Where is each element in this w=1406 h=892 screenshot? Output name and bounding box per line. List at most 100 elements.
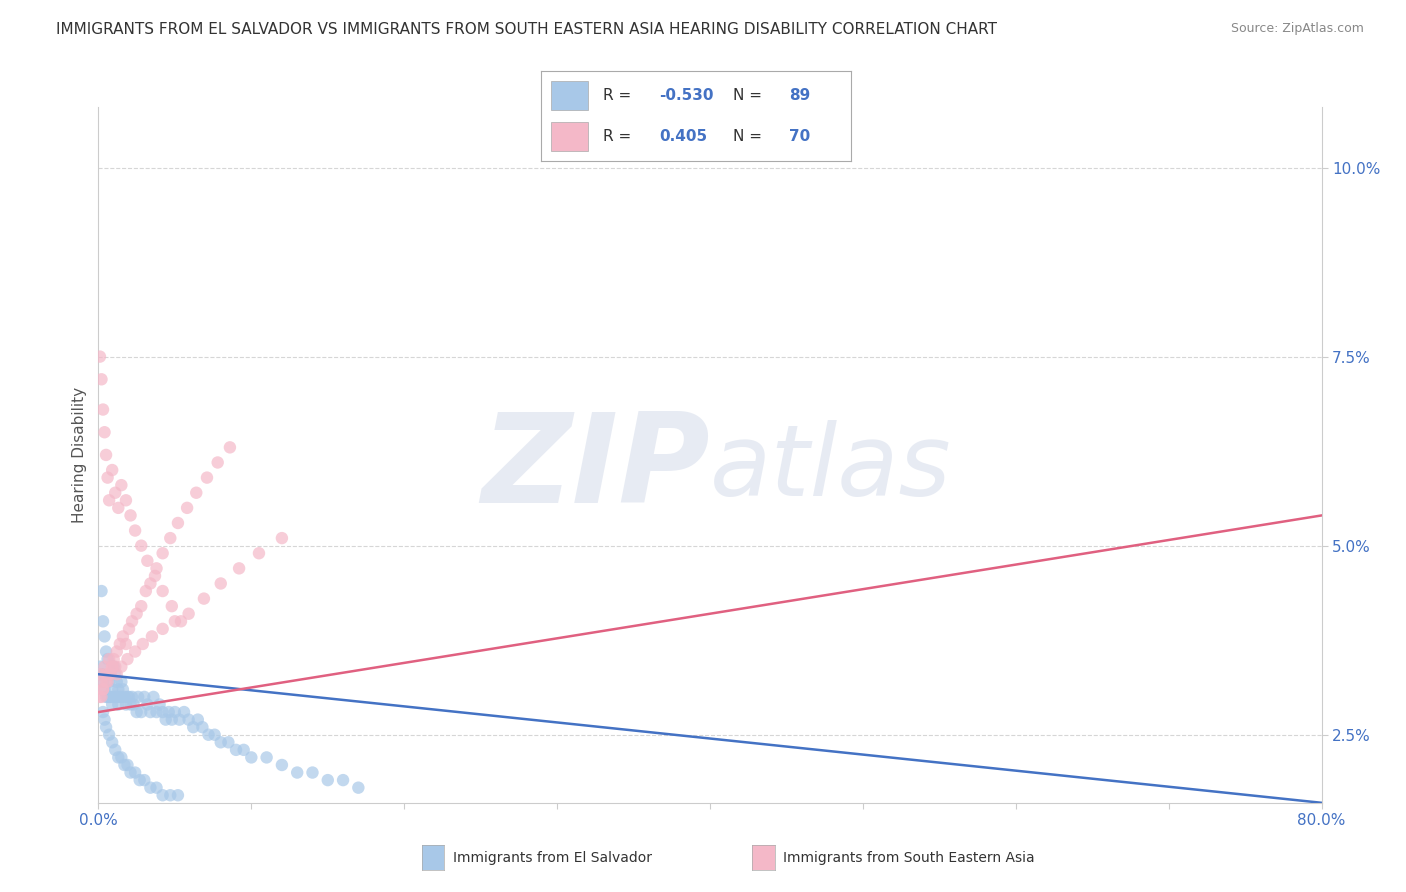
Point bbox=[124, 765, 146, 780]
Point bbox=[115, 698, 138, 712]
Point bbox=[101, 659, 124, 673]
Point bbox=[101, 682, 124, 697]
Point bbox=[135, 584, 157, 599]
Point bbox=[160, 599, 183, 614]
Point bbox=[107, 682, 129, 697]
Point bbox=[110, 690, 132, 704]
Point bbox=[90, 667, 112, 681]
Text: -0.530: -0.530 bbox=[659, 88, 713, 103]
Text: R =: R = bbox=[603, 129, 637, 144]
Point bbox=[270, 531, 292, 545]
Point bbox=[93, 713, 115, 727]
Point bbox=[89, 690, 111, 704]
Point bbox=[167, 789, 190, 803]
Point bbox=[169, 713, 191, 727]
Point bbox=[163, 615, 186, 629]
Point bbox=[129, 705, 152, 719]
Point bbox=[207, 455, 229, 469]
Point bbox=[90, 690, 112, 704]
Point bbox=[89, 350, 111, 364]
Point bbox=[104, 690, 127, 704]
Point bbox=[90, 372, 112, 386]
Point bbox=[98, 728, 121, 742]
Point bbox=[108, 690, 131, 704]
Point bbox=[91, 615, 114, 629]
Point bbox=[110, 750, 132, 764]
Point bbox=[98, 667, 121, 681]
Point bbox=[124, 644, 146, 658]
Point bbox=[159, 531, 181, 545]
Point bbox=[91, 682, 114, 697]
Point bbox=[195, 470, 218, 484]
Point bbox=[176, 500, 198, 515]
Point bbox=[90, 584, 112, 599]
Point bbox=[232, 743, 254, 757]
Point bbox=[149, 698, 172, 712]
Point bbox=[111, 682, 134, 697]
Point bbox=[209, 735, 232, 749]
Point bbox=[104, 485, 127, 500]
Point bbox=[100, 667, 122, 681]
Point bbox=[197, 728, 219, 742]
Point bbox=[332, 773, 354, 788]
Point bbox=[94, 667, 117, 681]
Point bbox=[120, 765, 142, 780]
Text: N =: N = bbox=[733, 88, 766, 103]
Point bbox=[121, 615, 143, 629]
Point bbox=[125, 705, 148, 719]
Point bbox=[98, 674, 121, 689]
Text: N =: N = bbox=[733, 129, 766, 144]
Point bbox=[107, 500, 129, 515]
Point bbox=[167, 516, 190, 530]
FancyBboxPatch shape bbox=[551, 81, 588, 110]
Point bbox=[139, 576, 162, 591]
Point bbox=[129, 599, 152, 614]
Point bbox=[90, 674, 112, 689]
Text: 0.405: 0.405 bbox=[659, 129, 707, 144]
Point bbox=[105, 644, 128, 658]
Text: 70: 70 bbox=[789, 129, 810, 144]
Point bbox=[152, 546, 174, 560]
Point bbox=[134, 690, 156, 704]
Point bbox=[347, 780, 370, 795]
Point bbox=[89, 659, 111, 673]
Point bbox=[132, 637, 155, 651]
Point bbox=[94, 644, 117, 658]
Point bbox=[110, 659, 132, 673]
Point bbox=[91, 402, 114, 417]
Point bbox=[97, 690, 120, 704]
Point bbox=[142, 690, 165, 704]
Point bbox=[107, 750, 129, 764]
Point bbox=[93, 659, 115, 673]
Point bbox=[103, 690, 125, 704]
Point bbox=[118, 690, 141, 704]
Point bbox=[163, 705, 186, 719]
Text: IMMIGRANTS FROM EL SALVADOR VS IMMIGRANTS FROM SOUTH EASTERN ASIA HEARING DISABI: IMMIGRANTS FROM EL SALVADOR VS IMMIGRANT… bbox=[56, 22, 997, 37]
Point bbox=[91, 674, 114, 689]
Point bbox=[101, 659, 124, 673]
Point bbox=[193, 591, 215, 606]
Point bbox=[177, 713, 200, 727]
FancyBboxPatch shape bbox=[551, 122, 588, 151]
Point bbox=[89, 667, 111, 681]
Point bbox=[155, 713, 177, 727]
Point bbox=[124, 524, 146, 538]
Point bbox=[186, 485, 208, 500]
Point bbox=[100, 667, 122, 681]
Point bbox=[98, 493, 121, 508]
Point bbox=[93, 425, 115, 440]
Point bbox=[217, 735, 239, 749]
Point bbox=[209, 576, 232, 591]
Point bbox=[111, 629, 134, 643]
Point bbox=[97, 652, 120, 666]
Point bbox=[94, 690, 117, 704]
Point bbox=[125, 607, 148, 621]
Point bbox=[136, 554, 159, 568]
Point bbox=[117, 652, 139, 666]
Point bbox=[117, 690, 139, 704]
Point bbox=[152, 622, 174, 636]
Point bbox=[104, 667, 127, 681]
Point bbox=[97, 470, 120, 484]
Point bbox=[121, 690, 143, 704]
Point bbox=[101, 463, 124, 477]
